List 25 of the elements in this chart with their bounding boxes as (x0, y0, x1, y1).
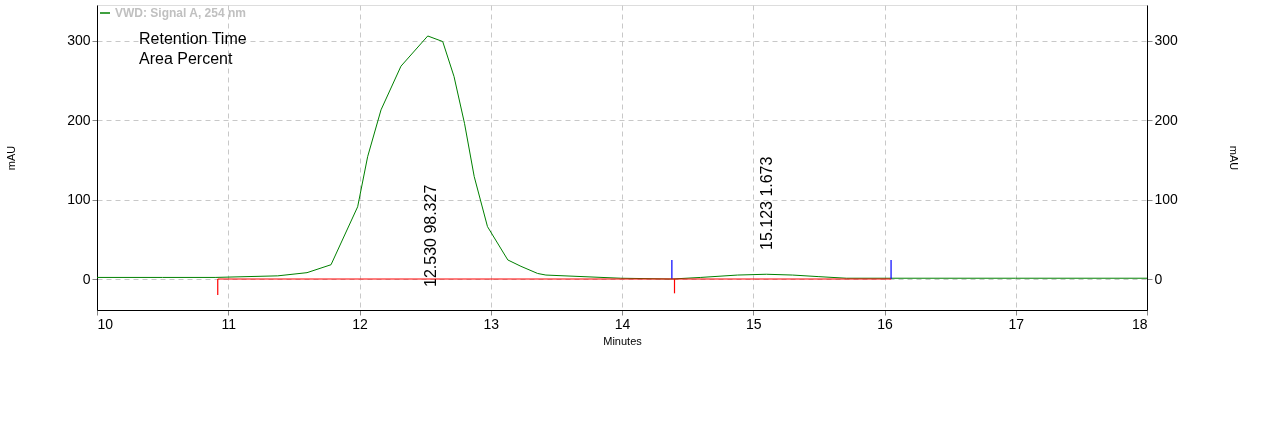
annotation: 12.530 98.327 (422, 184, 439, 287)
y2-tick-label: 100 (1154, 191, 1179, 208)
y2-tick-label: 200 (1154, 111, 1179, 128)
y-tick-label: 0 (82, 270, 91, 287)
y-axis-title: mAU (5, 145, 18, 171)
annotation: Area Percent (139, 50, 233, 67)
y-tick-label: 200 (67, 111, 91, 128)
x-tick-label: 17 (1008, 315, 1025, 332)
x-tick-label: 15 (745, 315, 762, 332)
y-tick-label: 100 (67, 191, 91, 208)
x-tick-label: 18 (1131, 315, 1148, 332)
x-tick-label: 12 (352, 315, 368, 332)
x-tick-label: 14 (614, 315, 631, 332)
x-tick-label: 10 (97, 315, 114, 332)
y2-axis-title: mAU (1227, 145, 1240, 171)
annotation: Retention Time (139, 30, 247, 47)
y-tick-label: 300 (67, 32, 91, 49)
y2-tick-label: 0 (1154, 270, 1163, 287)
legend-label: VWD: Signal A, 254 nm (115, 6, 246, 20)
x-tick-label: 11 (221, 315, 237, 332)
x-axis-title: Minutes (603, 334, 643, 347)
annotation: 15.123 1.673 (758, 156, 775, 250)
x-tick-label: 13 (483, 315, 500, 332)
y2-tick-label: 300 (1154, 32, 1179, 49)
x-tick-label: 16 (877, 315, 893, 332)
